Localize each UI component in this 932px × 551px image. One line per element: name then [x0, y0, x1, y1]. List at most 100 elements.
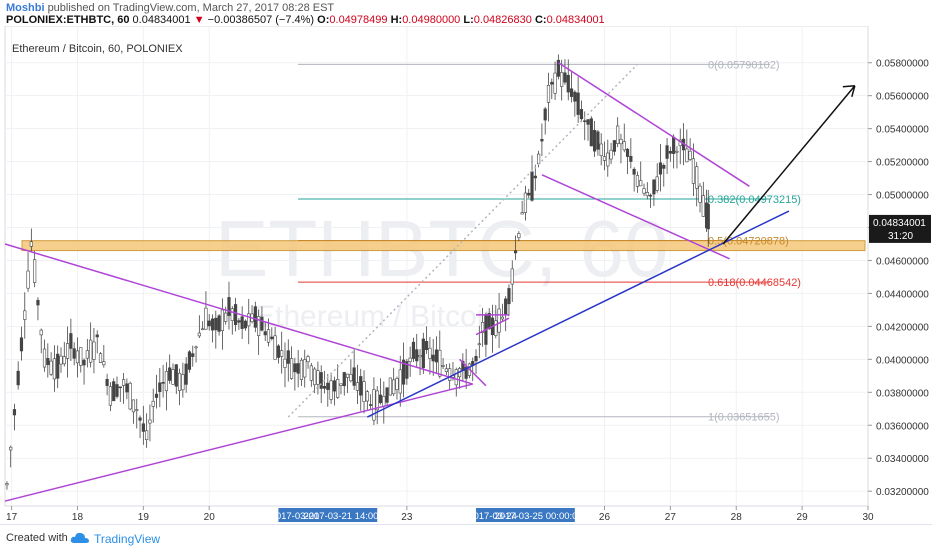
candle-body: [372, 389, 376, 421]
y-tick-label: 0.04400000: [876, 289, 929, 300]
candle-body: [89, 339, 93, 363]
candle-body: [197, 332, 201, 337]
y-tick-label: 0.05200000: [876, 158, 929, 169]
author-link[interactable]: Moshbi: [6, 2, 45, 14]
candle-body: [62, 356, 66, 365]
candle-body: [207, 320, 211, 327]
candle-body: [622, 141, 626, 151]
candle-body: [293, 363, 297, 373]
candle-body: [431, 354, 435, 362]
candle-body: [658, 162, 663, 175]
tradingview-link[interactable]: TradingView: [94, 532, 161, 546]
candle-body: [543, 108, 547, 121]
candle-body: [12, 409, 17, 416]
x-tick-label: 28: [731, 512, 743, 523]
candle-body: [576, 92, 580, 115]
candle-body: [500, 316, 504, 320]
candle-body: [316, 370, 320, 385]
x-tick-label: 17: [6, 512, 18, 523]
candle-body: [510, 268, 514, 285]
candle-body: [497, 308, 501, 333]
candle-body: [642, 188, 646, 194]
candle-body: [69, 333, 73, 349]
candle-body: [448, 368, 452, 381]
symbol-line: POLONIEX:ETHBTC, 60 0.04834001 ▼ −0.0038…: [6, 14, 605, 26]
candle-body: [16, 370, 20, 386]
candle-body: [339, 383, 343, 386]
candle-body: [230, 308, 234, 321]
candle-body: [593, 129, 597, 152]
candle-body: [345, 373, 350, 378]
candle-body: [98, 353, 103, 363]
candle-body: [474, 356, 478, 362]
candle-body: [191, 353, 195, 357]
candle-body: [573, 91, 577, 102]
fib-level-label: 0.382(0.04973215): [708, 194, 801, 206]
candle-body: [247, 313, 251, 327]
low-label: L:: [463, 14, 474, 26]
candle-body: [434, 349, 439, 363]
y-tick-label: 0.03600000: [876, 421, 929, 432]
candle-body: [326, 382, 330, 390]
candle-body: [523, 192, 528, 213]
candle-body: [286, 350, 290, 364]
candle-body: [184, 363, 188, 385]
candle-body: [405, 361, 409, 379]
candle-body: [210, 318, 215, 331]
candle-body: [596, 131, 600, 150]
last-price: 0.04834001: [132, 14, 191, 26]
countdown-label: 31:20: [888, 231, 913, 242]
trend-line: [557, 62, 750, 187]
candle-body: [161, 382, 165, 384]
candle-body: [569, 88, 574, 97]
tradingview-cloud-icon: [70, 531, 90, 548]
candle-body: [645, 192, 649, 197]
trend-line: [4, 243, 473, 385]
candle-body: [481, 321, 485, 334]
candle-body: [421, 338, 425, 369]
candle-body: [319, 372, 323, 389]
candle-body: [266, 329, 271, 343]
candle-body: [299, 359, 304, 380]
candle-body: [662, 165, 666, 169]
candle-body: [550, 81, 554, 85]
candle-body: [649, 194, 653, 197]
candle-body: [59, 355, 63, 365]
candle-body: [79, 347, 83, 366]
candle-body: [691, 158, 696, 184]
candle-body: [154, 393, 159, 398]
x-tick-label: 29: [797, 512, 809, 523]
candle-body: [382, 395, 386, 407]
candle-body: [398, 369, 402, 394]
trend-line: [366, 210, 790, 418]
candle-body: [56, 353, 60, 379]
candle-body: [194, 346, 198, 349]
candle-body: [115, 384, 119, 397]
candle-body: [313, 368, 317, 386]
candle-body: [589, 118, 593, 147]
candle-body: [309, 365, 313, 381]
arrow-head: [842, 85, 856, 97]
candle-body: [685, 148, 689, 163]
candle-body: [527, 192, 531, 196]
candle-body: [706, 203, 710, 230]
candle-body: [46, 358, 50, 365]
close-value: 0.04834001: [546, 14, 605, 26]
x-highlight-range: [476, 508, 575, 522]
candle-body: [187, 351, 192, 370]
candle-body: [342, 372, 346, 387]
y-tick-label: 0.03200000: [876, 487, 929, 498]
candle-body: [365, 391, 369, 402]
candle-body: [217, 315, 221, 332]
candle-body: [131, 399, 136, 413]
candle-body: [85, 350, 89, 359]
candle-body: [454, 369, 458, 386]
candle-body: [517, 233, 521, 239]
candle-body: [428, 347, 432, 359]
candle-body: [214, 317, 218, 331]
candle-body: [220, 309, 224, 331]
x-highlight-label: 2017-03-25 00:00:00: [495, 511, 583, 522]
plot-area: [4, 26, 869, 507]
candle-body: [698, 185, 702, 203]
